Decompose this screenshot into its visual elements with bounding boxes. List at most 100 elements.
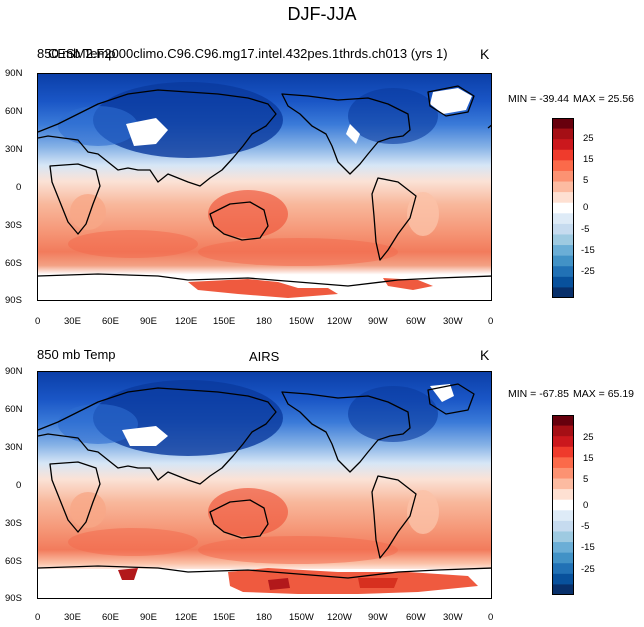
colorbar-swatch [552, 436, 574, 448]
top-colorbar [552, 118, 574, 298]
top-lat-label: 90N [5, 68, 23, 79]
top-map-field [38, 74, 491, 300]
bottom-coastlines [38, 383, 491, 579]
colorbar-swatch [552, 223, 574, 236]
top-lon-label: 30E [64, 316, 81, 327]
bottom-panel-max: MAX = 65.19 [573, 388, 634, 400]
colorbar-swatch [552, 425, 574, 437]
top-panel-case-label: CESM2.F2000climo.C96.C96.mg17.intel.432p… [48, 46, 448, 61]
top-lon-label: 30W [443, 316, 463, 327]
colorbar-swatch [552, 255, 574, 267]
colorbar-swatch [552, 128, 574, 140]
top-lon-label: 150W [289, 316, 314, 327]
colorbar-swatch [552, 510, 574, 522]
top-panel-min: MIN = -39.44 [508, 93, 569, 105]
colorbar-swatch [552, 287, 574, 298]
bottom-map-field [38, 372, 491, 598]
bottom-colorbar-label: -15 [581, 542, 595, 553]
top-colorbar-label: 15 [583, 154, 594, 165]
top-colorbar-label: -5 [581, 224, 590, 235]
top-panel-max: MAX = 25.56 [573, 93, 634, 105]
colorbar-swatch [552, 573, 574, 586]
top-colorbar-label: -15 [581, 245, 595, 256]
top-colorbar-label: -25 [581, 266, 595, 277]
bottom-lon-label: 150E [213, 612, 236, 623]
bottom-colorbar [552, 415, 574, 595]
top-colorbar-label: 25 [583, 133, 594, 144]
bottom-panel-variable-label: 850 mb Temp [37, 347, 116, 362]
colorbar-swatch [552, 181, 574, 193]
colorbar-swatch [552, 192, 574, 204]
top-lat-label: 90S [5, 295, 22, 306]
bottom-lat-label: 0 [16, 480, 22, 491]
bottom-lon-label: 90W [368, 612, 388, 623]
bottom-colorbar-label: 15 [583, 453, 594, 464]
colorbar-swatch [552, 489, 574, 501]
bottom-lon-label: 30E [64, 612, 81, 623]
top-lon-label: 90W [368, 316, 388, 327]
colorbar-swatch [552, 542, 574, 554]
bottom-lon-label: 150W [289, 612, 314, 623]
top-map [37, 73, 492, 301]
top-colorbar-label: 0 [583, 202, 589, 213]
colorbar-swatch [552, 467, 574, 480]
bottom-lon-label: 30W [443, 612, 463, 623]
bottom-lat-label: 60S [5, 556, 22, 567]
colorbar-swatch [552, 499, 574, 511]
bottom-lat-label: 60N [5, 404, 23, 415]
top-lon-label: 60W [406, 316, 426, 327]
bottom-lon-label: 0 [488, 612, 494, 623]
colorbar-swatch [552, 202, 574, 214]
top-lon-label: 0 [35, 316, 41, 327]
colorbar-swatch [552, 478, 574, 490]
bottom-lon-label: 120W [327, 612, 352, 623]
top-colorbar-label: 5 [583, 175, 589, 186]
bottom-colorbar-label: 0 [583, 500, 589, 511]
top-panel-variable-label: 850 mb Temp [37, 46, 116, 61]
colorbar-swatch [552, 531, 574, 543]
top-lon-label: 180 [256, 316, 272, 327]
figure-title: DJF-JJA [287, 4, 357, 24]
colorbar-swatch [552, 245, 574, 257]
colorbar-swatch [552, 415, 574, 427]
colorbar-swatch [552, 160, 574, 172]
top-lat-label: 60N [5, 106, 23, 117]
top-lon-label: 60E [102, 316, 119, 327]
colorbar-swatch [552, 234, 574, 246]
colorbar-swatch [552, 520, 574, 533]
colorbar-swatch [552, 584, 574, 595]
colorbar-swatch [552, 563, 574, 575]
bottom-lon-label: 180 [256, 612, 272, 623]
top-lon-label: 0 [488, 316, 494, 327]
colorbar-swatch [552, 266, 574, 278]
bottom-map [37, 371, 492, 599]
top-lat-label: 60S [5, 258, 22, 269]
top-lon-label: 90E [140, 316, 157, 327]
bottom-lon-label: 120E [175, 612, 198, 623]
top-lat-label: 30S [5, 220, 22, 231]
bottom-colorbar-label: -25 [581, 564, 595, 575]
colorbar-swatch [552, 213, 574, 225]
colorbar-swatch [552, 149, 574, 161]
colorbar-swatch [552, 276, 574, 289]
colorbar-swatch [552, 118, 574, 130]
colorbar-swatch [552, 446, 574, 458]
bottom-panel-min: MIN = -67.85 [508, 388, 569, 400]
bottom-lat-label: 30S [5, 518, 22, 529]
bottom-panel-source-label: AIRS [249, 349, 280, 364]
bottom-lon-label: 60W [406, 612, 426, 623]
bottom-lon-label: 0 [35, 612, 41, 623]
top-lat-label: 30N [5, 144, 23, 155]
bottom-colorbar-label: 25 [583, 432, 594, 443]
top-coastlines [38, 85, 491, 287]
colorbar-border [552, 118, 574, 298]
top-lon-label: 120W [327, 316, 352, 327]
colorbar-swatch [552, 170, 574, 183]
top-lon-label: 150E [213, 316, 236, 327]
top-panel-units: K [480, 46, 490, 62]
colorbar-swatch [552, 139, 574, 151]
colorbar-swatch [552, 552, 574, 564]
top-lat-label: 0 [16, 182, 22, 193]
bottom-lat-label: 90S [5, 593, 22, 604]
bottom-panel-units: K [480, 347, 490, 363]
